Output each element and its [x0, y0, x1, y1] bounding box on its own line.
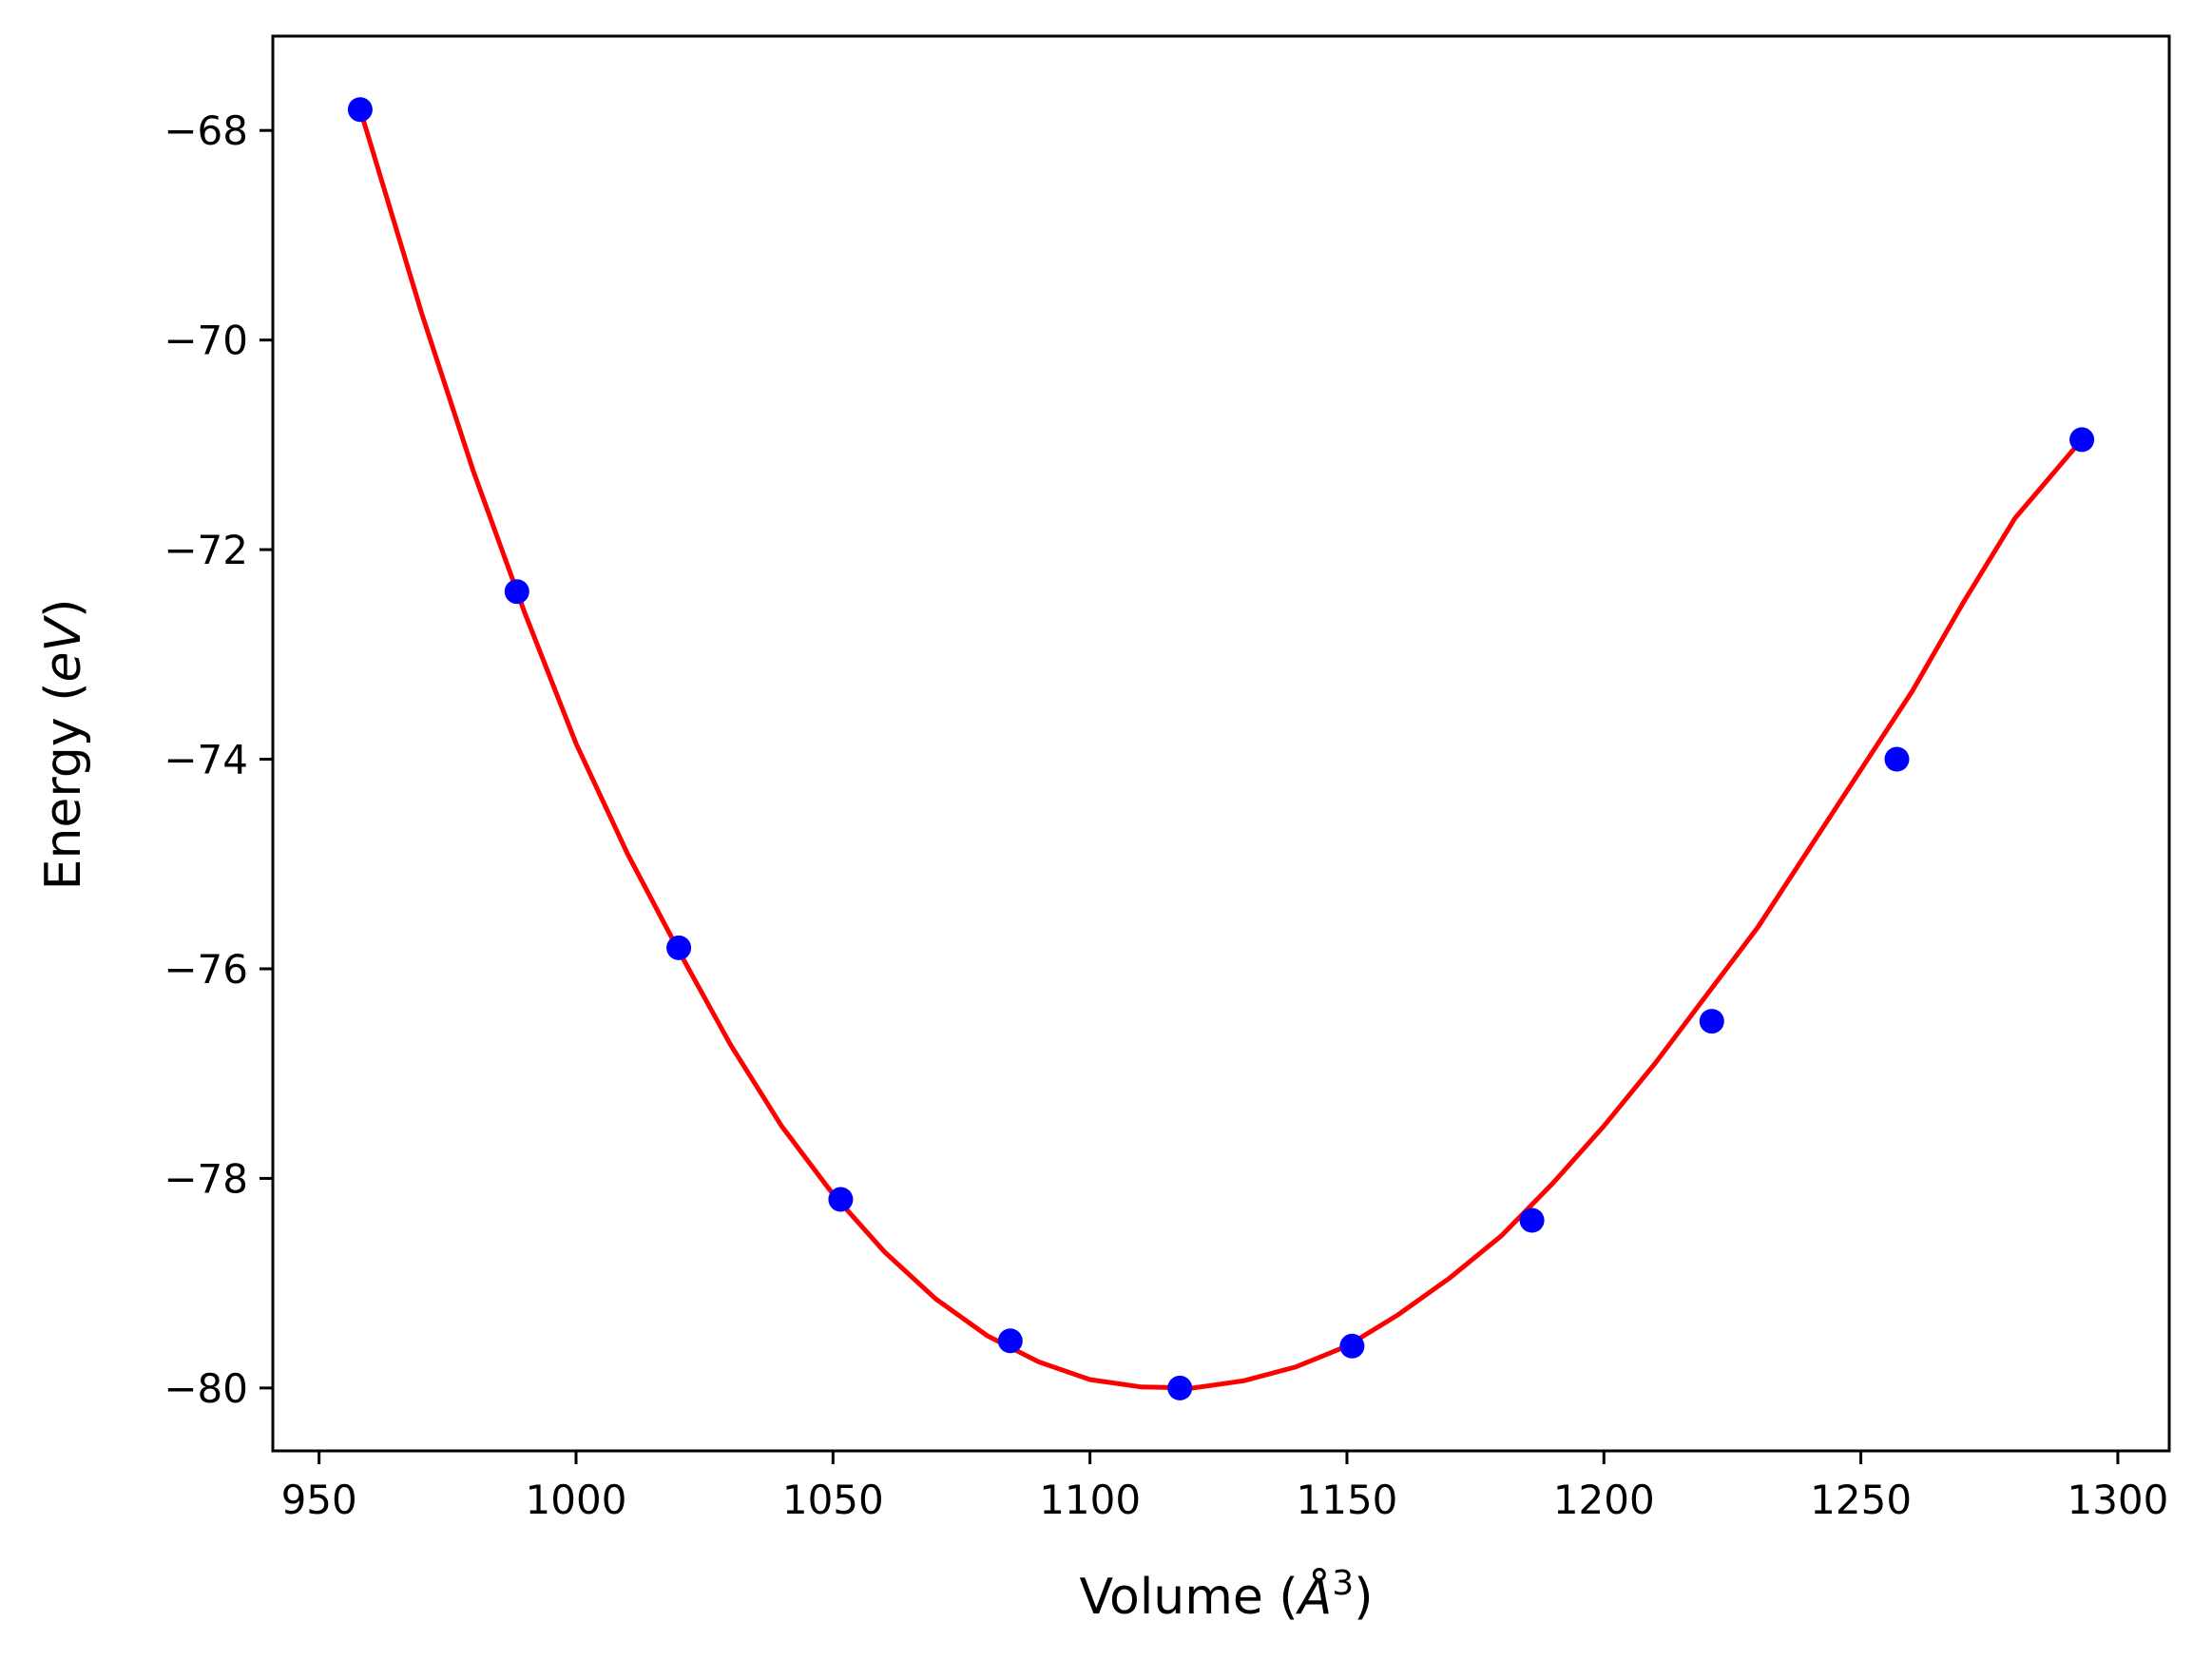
- y-tick-label: −72: [163, 527, 248, 573]
- data-point: [997, 1328, 1023, 1354]
- data-point: [1167, 1375, 1193, 1400]
- data-point: [828, 1187, 854, 1212]
- y-axis-label: Energy (eV): [35, 599, 92, 891]
- data-point: [347, 97, 373, 123]
- x-tick-label: 1250: [1810, 1477, 1912, 1523]
- data-point: [1699, 1009, 1724, 1034]
- fit-curve: [357, 108, 2085, 1391]
- plot-area: [271, 34, 2171, 1453]
- plot-frame: [271, 34, 2171, 1453]
- data-point: [1519, 1207, 1545, 1233]
- y-tick-label: −76: [163, 946, 248, 993]
- x-tick-label: 1200: [1553, 1477, 1655, 1523]
- y-tick-label: −68: [163, 107, 248, 154]
- x-tick-label: 1300: [2067, 1477, 2168, 1523]
- y-tick-label: −70: [163, 318, 248, 364]
- x-tick-label: 1000: [526, 1477, 627, 1523]
- data-point: [1339, 1333, 1365, 1359]
- y-axis: −68 −70 −72 −74 −76 −78 −80: [163, 107, 273, 1412]
- y-tick-label: −78: [163, 1155, 248, 1202]
- x-tick-label: 950: [281, 1477, 357, 1523]
- x-axis: 950 1000 1050 1100 1150 1200 1250 1300: [281, 1451, 2168, 1523]
- x-tick-label: 1150: [1297, 1477, 1398, 1523]
- x-tick-label: 1050: [782, 1477, 884, 1523]
- y-tick-label: −80: [163, 1365, 248, 1412]
- data-point: [2069, 427, 2095, 453]
- y-tick-label: −74: [163, 737, 248, 783]
- data-point: [666, 935, 692, 960]
- data-point: [504, 579, 529, 605]
- x-tick-label: 1100: [1039, 1477, 1141, 1523]
- x-axis-label: Volume (Å3): [1080, 1564, 1374, 1626]
- data-point: [1884, 746, 1910, 772]
